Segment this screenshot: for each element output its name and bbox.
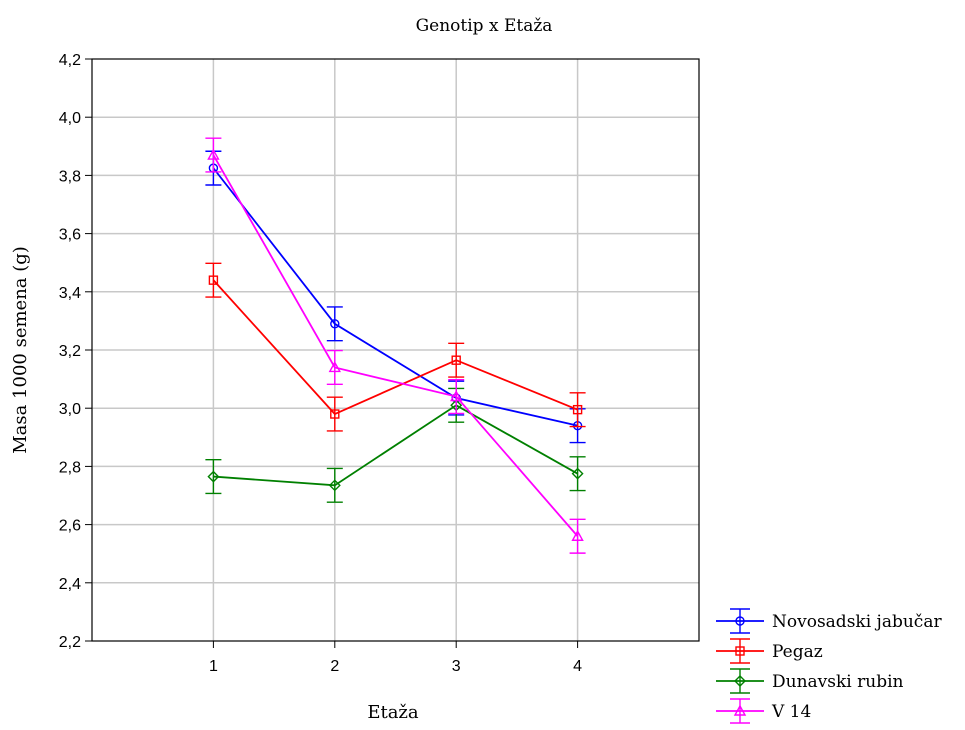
legend-label: V 14 [771, 702, 811, 722]
legend-label: Novosadski jabučar [772, 612, 942, 632]
legend: Novosadski jabučar Pegaz Dunavski rubin V 1… [716, 608, 942, 724]
y-tick-label: 2,4 [59, 576, 81, 593]
x-axis-label: Etaža [367, 702, 419, 723]
y-axis-label: Masa 1000 semena (g) [10, 246, 31, 454]
legend-entry: Pegaz [716, 638, 823, 664]
legend-entry: Novosadski jabučar [716, 608, 942, 634]
y-tick-label: 2,6 [59, 518, 81, 535]
y-tick-label: 3,6 [59, 227, 81, 244]
chart-title: Genotip x Etaža [416, 16, 553, 36]
series-line [212, 279, 578, 416]
legend-label: Pegaz [772, 642, 823, 662]
series-line [212, 154, 579, 537]
y-tick-label: 3,4 [59, 285, 81, 302]
data-point [572, 404, 583, 415]
y-tick-label: 3,8 [59, 168, 81, 185]
y-tick-label: 3,0 [59, 401, 81, 418]
legend-label: Dunavski rubin [772, 672, 904, 692]
y-tick-label: 4,2 [59, 52, 81, 69]
series-1 [205, 150, 586, 444]
x-tick-label: 1 [209, 658, 218, 675]
series-line [213, 404, 579, 487]
x-tick-label: 3 [452, 658, 461, 675]
data-point [330, 319, 340, 329]
data-point [451, 355, 461, 365]
y-tick-label: 4,0 [59, 110, 81, 127]
series-line [212, 167, 578, 427]
data-point [735, 646, 745, 656]
y-tick-label: 3,2 [59, 343, 81, 360]
data-point [207, 148, 220, 160]
y-tick-label: 2,2 [59, 634, 81, 651]
data-point [735, 616, 745, 626]
y-axis: 2,2 2,4 2,6 2,8 3,0 3,2 3,4 3,6 3,8 4,0 4,2 [59, 52, 92, 651]
legend-entry: Dunavski rubin [716, 668, 904, 694]
data-point [734, 675, 746, 687]
x-tick-label: 2 [330, 658, 339, 675]
data-point [328, 479, 341, 492]
data-point [450, 390, 463, 402]
series-layer [205, 137, 586, 554]
series-2 [205, 262, 586, 432]
legend-entry: V 14 [716, 698, 811, 724]
data-point [330, 409, 340, 419]
data-point [571, 529, 584, 541]
y-tick-label: 2,8 [59, 459, 81, 476]
data-point [207, 470, 220, 483]
series-4 [205, 137, 586, 554]
grid [92, 59, 699, 641]
x-tick-label: 4 [573, 658, 582, 675]
data-point [571, 467, 584, 480]
plot-frame [91, 58, 700, 642]
data-point [733, 704, 747, 716]
series-3 [205, 387, 586, 503]
data-point [208, 275, 219, 285]
data-point [328, 361, 341, 373]
x-axis: 1 2 3 4 [209, 641, 582, 675]
